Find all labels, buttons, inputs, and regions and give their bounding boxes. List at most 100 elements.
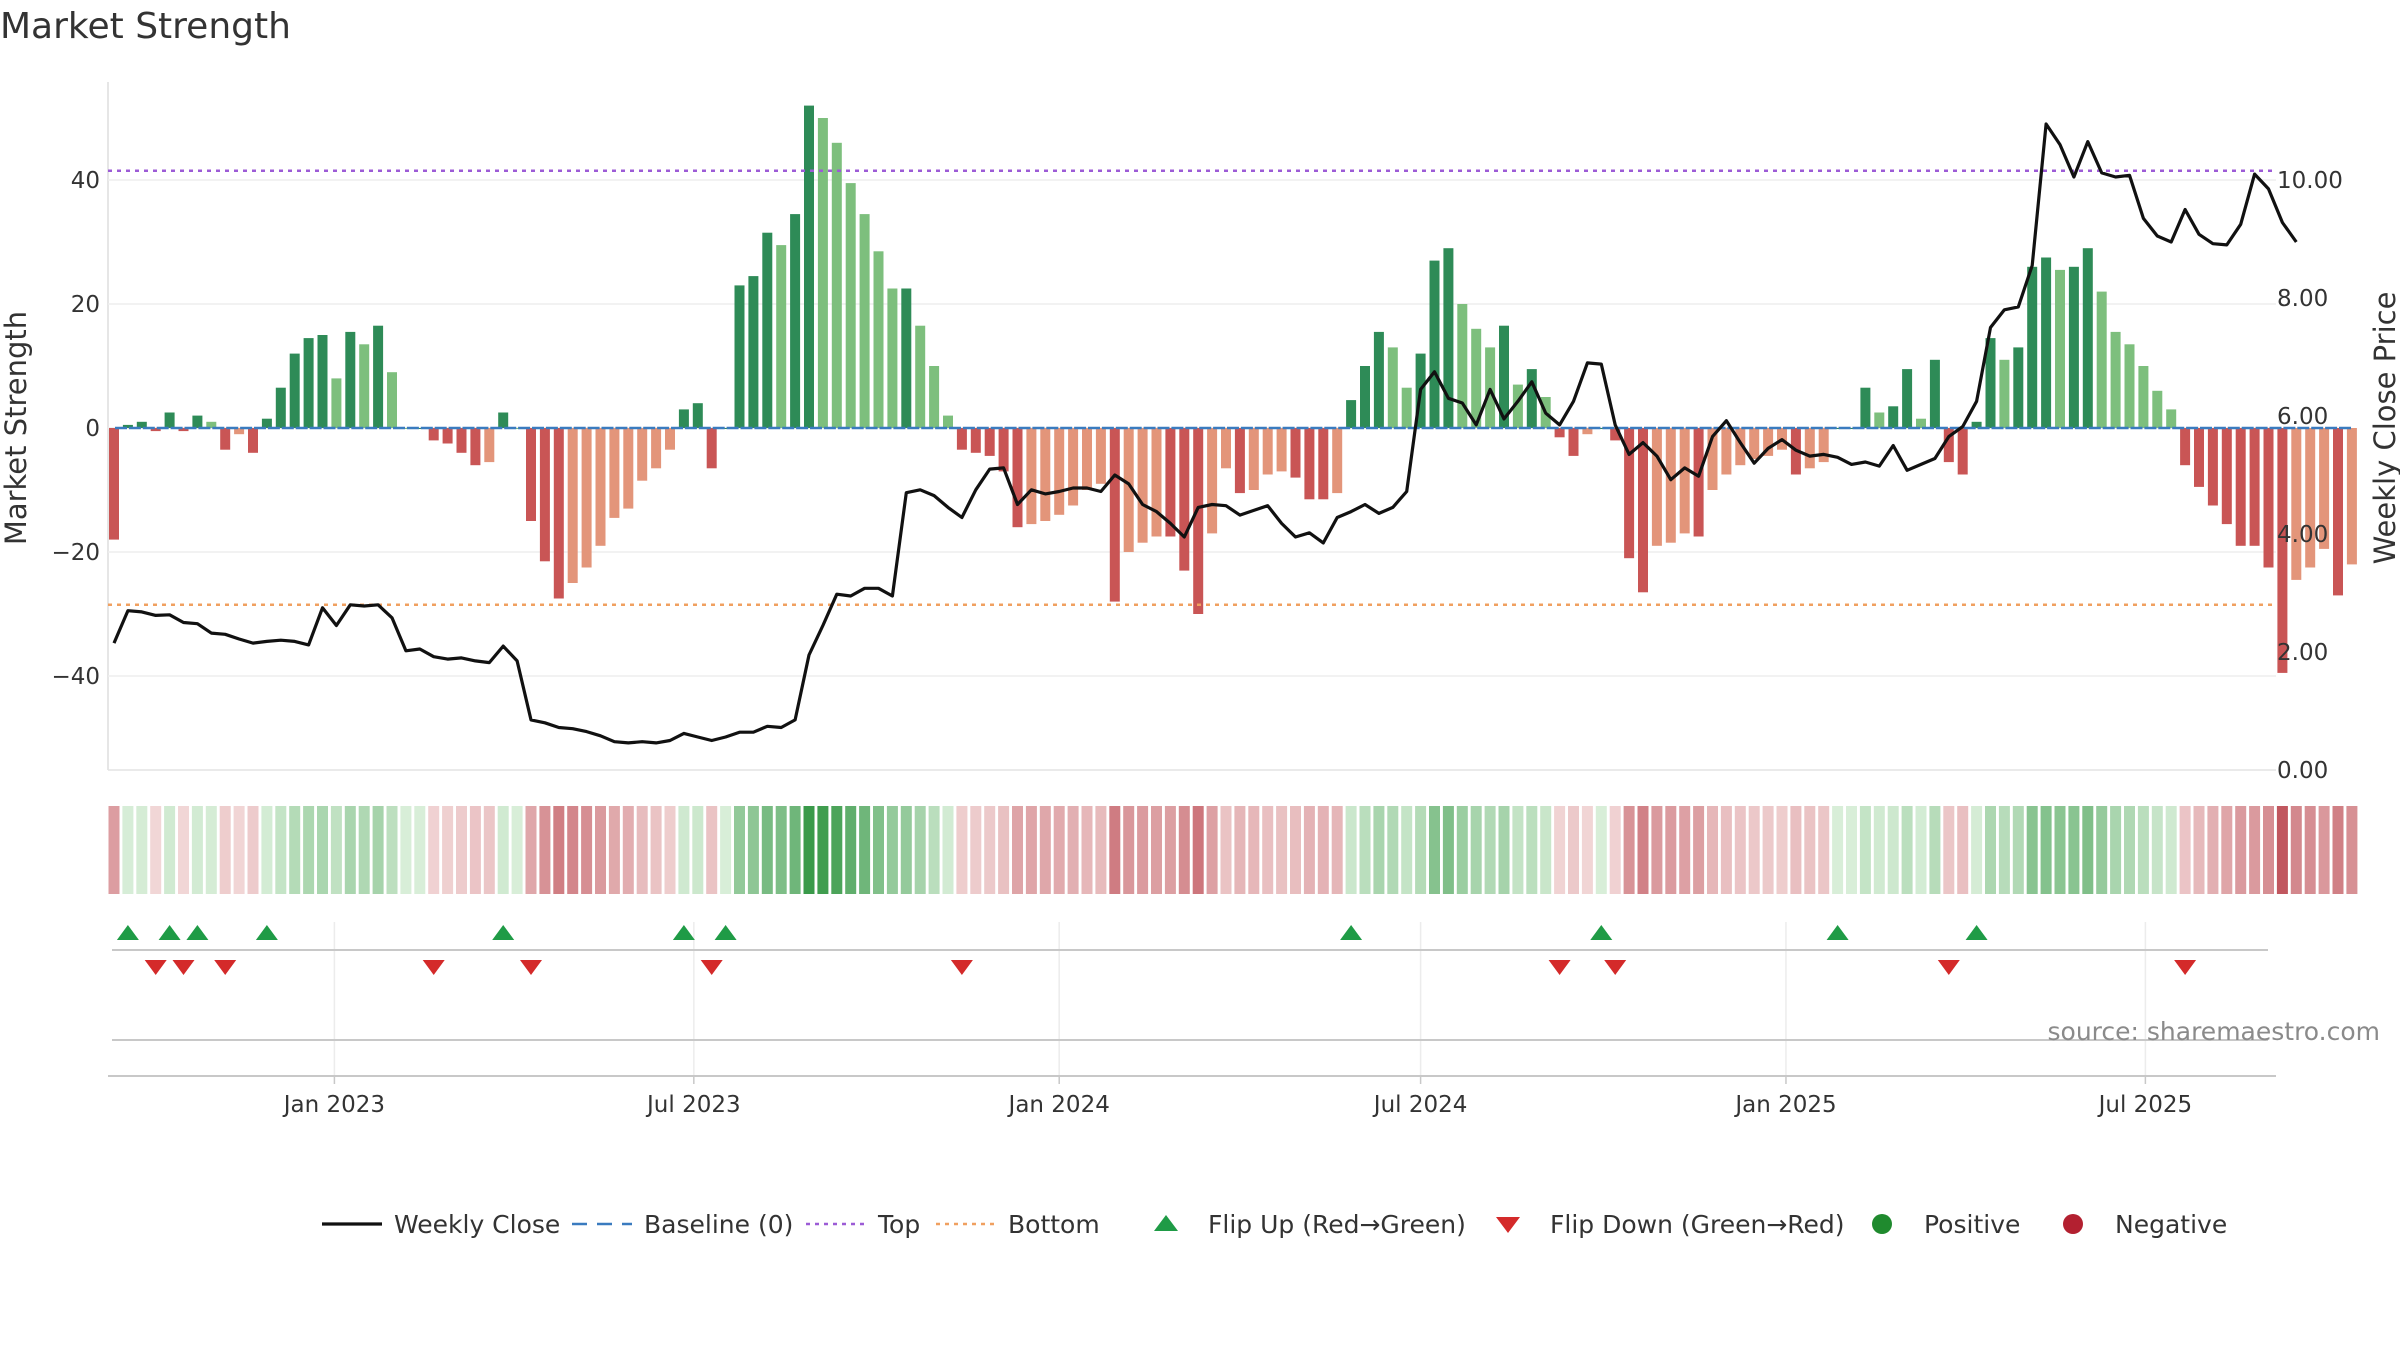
heat-cell xyxy=(928,806,940,894)
heat-cell xyxy=(1387,806,1399,894)
heat-cell xyxy=(1095,806,1107,894)
strength-bar xyxy=(2319,428,2330,549)
strength-bar xyxy=(1971,421,1982,428)
legend: Weekly Close Baseline (0) Top Bottom Flip Up… xyxy=(322,1210,2227,1239)
strength-bar xyxy=(1471,328,1482,428)
heat-cell xyxy=(1498,806,1510,894)
heat-cell xyxy=(1178,806,1190,894)
strength-bar xyxy=(1554,428,1565,438)
heat-cell xyxy=(2096,806,2108,894)
heat-cell xyxy=(1109,806,1121,894)
strength-bar xyxy=(790,214,801,428)
heat-cell xyxy=(664,806,676,894)
heat-cell xyxy=(734,806,745,894)
strength-bar xyxy=(1818,428,1829,463)
strength-bar xyxy=(581,428,592,568)
heat-cell xyxy=(1776,806,1788,894)
strength-bar xyxy=(1095,428,1106,484)
heat-cell xyxy=(1248,806,1260,894)
x-tick-label: Jul 2024 xyxy=(1372,1092,1468,1118)
heat-cell xyxy=(1651,806,1663,894)
strength-bar xyxy=(2333,428,2343,596)
strength-bar xyxy=(428,428,439,441)
heat-cell xyxy=(984,806,996,894)
heat-cell xyxy=(469,806,481,894)
flip-up-marker xyxy=(714,925,737,940)
strength-bar xyxy=(984,428,995,456)
strength-bar xyxy=(1137,428,1148,543)
y-tick-label: 20 xyxy=(71,292,100,318)
strength-bar xyxy=(317,335,328,428)
heat-cell xyxy=(1568,806,1579,894)
strength-bar xyxy=(859,214,870,428)
strength-bar xyxy=(1276,428,1287,472)
heat-cell xyxy=(2304,806,2316,894)
heat-cell xyxy=(2235,806,2247,894)
heat-cell xyxy=(2054,806,2066,894)
strength-bar xyxy=(1179,428,1190,571)
strength-bar xyxy=(1429,260,1440,428)
heat-cell xyxy=(956,806,968,894)
strength-bar xyxy=(1874,412,1885,428)
heat-cell xyxy=(400,806,412,894)
strength-bar xyxy=(734,285,745,428)
legend-circle-icon xyxy=(1872,1214,1892,1234)
heat-cell xyxy=(205,806,217,894)
strength-bar xyxy=(692,403,703,428)
strength-bar xyxy=(1221,428,1231,469)
heat-cell xyxy=(692,806,704,894)
strength-bar xyxy=(1888,406,1899,428)
strength-bar xyxy=(678,409,689,428)
heat-cell xyxy=(1262,806,1274,894)
strength-bar xyxy=(943,415,953,428)
heat-cell xyxy=(428,806,440,894)
heat-cell xyxy=(289,806,301,894)
heat-cell xyxy=(2082,806,2094,894)
flip-up-marker xyxy=(1590,925,1613,940)
strength-bar xyxy=(234,428,245,435)
strength-bar xyxy=(2194,428,2204,487)
heat-cell xyxy=(914,806,926,894)
heat-cell xyxy=(511,806,523,894)
heat-cell xyxy=(845,806,857,894)
heat-cell xyxy=(1234,806,1246,894)
strength-bar xyxy=(400,428,411,429)
heat-cell xyxy=(1192,806,1204,894)
strength-bar xyxy=(2041,257,2052,428)
strength-bar xyxy=(178,428,189,432)
strength-bar xyxy=(289,353,300,428)
heat-cell xyxy=(1151,806,1162,894)
strength-bar xyxy=(1123,428,1134,552)
heat-cell xyxy=(747,806,759,894)
y2-tick-label: 10.00 xyxy=(2277,168,2343,194)
strength-bar xyxy=(915,325,926,428)
heat-cell xyxy=(2249,806,2261,894)
strength-bar xyxy=(1318,428,1329,500)
heat-cell xyxy=(1720,806,1732,894)
strength-bar xyxy=(109,428,119,540)
strength-bar xyxy=(1193,428,1204,614)
flip-up-marker xyxy=(1340,925,1363,940)
heat-cell xyxy=(2318,806,2330,894)
strength-bar xyxy=(1248,428,1259,490)
strength-bar xyxy=(929,366,940,428)
legend-label: Negative xyxy=(2115,1210,2227,1239)
strength-bar xyxy=(2138,366,2149,428)
heat-cell xyxy=(1415,806,1427,894)
heat-cell xyxy=(2221,806,2233,894)
strength-bar xyxy=(1568,428,1579,456)
strength-bar xyxy=(651,428,662,469)
flip-down-marker xyxy=(700,960,723,975)
strength-bar xyxy=(595,428,606,546)
strength-bar xyxy=(1624,428,1635,559)
strength-bar xyxy=(970,428,981,453)
flip-down-marker xyxy=(950,960,973,975)
strength-bar xyxy=(1693,428,1704,537)
heat-cell xyxy=(1929,806,1941,894)
strength-bar xyxy=(539,428,550,562)
strength-bar xyxy=(192,415,203,428)
heat-cell xyxy=(539,806,551,894)
flip-up-marker xyxy=(116,925,139,940)
strength-bar xyxy=(2124,344,2135,428)
x-tick-label: Jan 2024 xyxy=(1007,1092,1110,1118)
